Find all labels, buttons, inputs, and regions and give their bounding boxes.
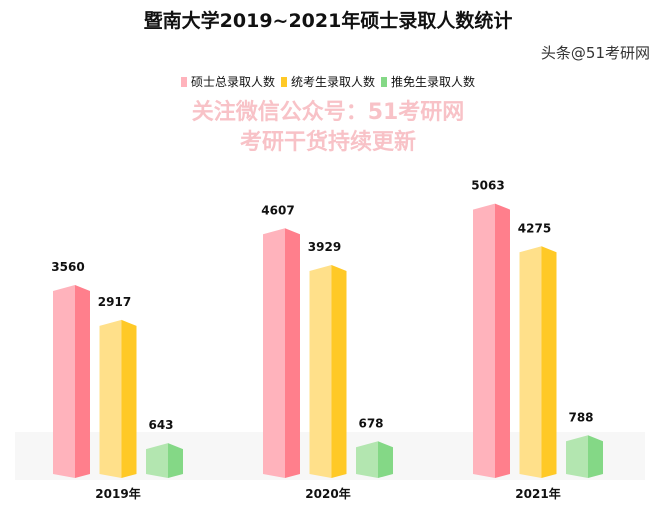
bar-side xyxy=(378,441,393,478)
bar-side xyxy=(285,228,300,478)
legend-label: 硕士总录取人数 xyxy=(190,75,275,89)
data-label: 678 xyxy=(358,416,383,430)
bar-front xyxy=(309,265,332,478)
data-label: 788 xyxy=(568,410,593,424)
legend-swatch xyxy=(180,76,187,87)
legend-label: 推免生录取人数 xyxy=(391,75,476,89)
chart-title: 暨南大学2019~2021年硕士录取人数统计 xyxy=(143,10,513,32)
bar-front xyxy=(566,435,588,478)
bar-side xyxy=(168,443,183,478)
legend-item[interactable]: 推免生录取人数 xyxy=(381,73,475,90)
bar-front xyxy=(146,443,168,478)
bar-side xyxy=(588,435,603,478)
data-label: 5063 xyxy=(471,179,504,193)
bar-front xyxy=(473,203,495,479)
watermark-line2: 考研干货持续更新 xyxy=(239,130,416,155)
data-label: 4607 xyxy=(261,203,294,217)
legend-swatch xyxy=(381,76,387,87)
source-watermark: 头条@51考研网 xyxy=(540,44,650,62)
x-tick-label: 2019年 xyxy=(95,486,140,501)
bar-front xyxy=(263,228,285,478)
bar-front xyxy=(53,285,75,478)
data-label: 3560 xyxy=(51,260,84,274)
data-label: 2917 xyxy=(98,295,131,309)
bar-front xyxy=(356,441,378,478)
legend-label: 统考生录取人数 xyxy=(290,75,375,89)
bar-side xyxy=(75,285,90,478)
data-label: 4275 xyxy=(518,221,551,235)
data-label: 643 xyxy=(148,418,173,432)
legend-item[interactable]: 统考生录取人数 xyxy=(280,73,375,90)
bar-side xyxy=(331,265,347,478)
data-label: 3929 xyxy=(308,240,341,254)
legend-item[interactable]: 硕士总录取人数 xyxy=(180,73,275,90)
legend-swatch xyxy=(280,76,287,87)
bar-front xyxy=(519,246,542,478)
bar-side xyxy=(495,203,510,479)
bar-side xyxy=(121,319,137,478)
x-tick-label: 2021年 xyxy=(515,486,560,501)
x-tick-label: 2020年 xyxy=(305,486,350,501)
legend: 硕士总录取人数 统考生录取人数 推免生录取人数 xyxy=(0,73,656,90)
bar-side xyxy=(541,246,557,478)
bar-front xyxy=(99,319,122,478)
watermark-line1: 关注微信公众号：51考研网 xyxy=(191,100,465,125)
